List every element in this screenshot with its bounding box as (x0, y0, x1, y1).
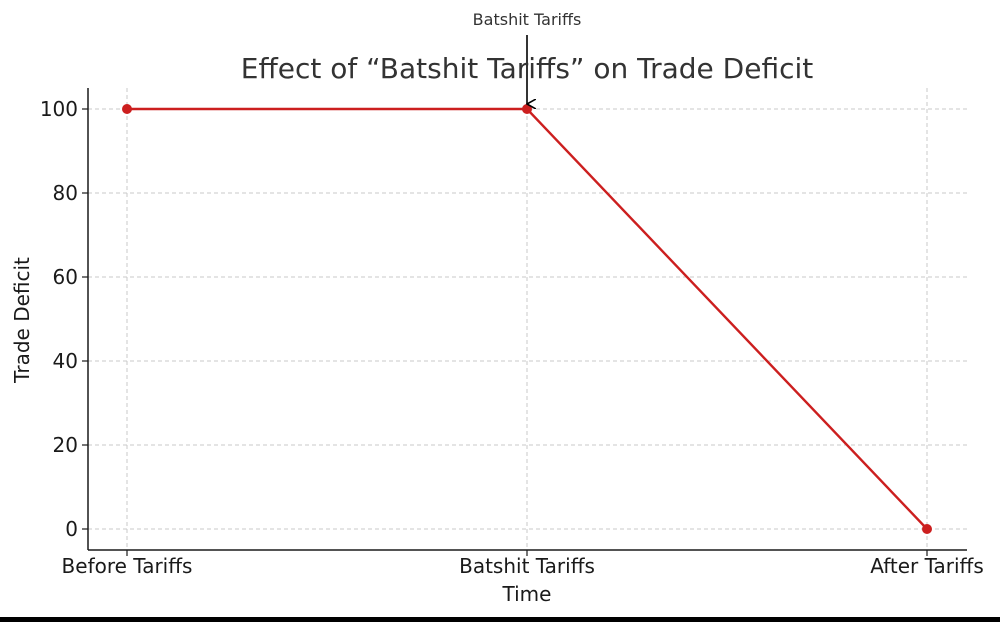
axes (82, 88, 967, 556)
x-tick-label: After Tariffs (870, 554, 984, 578)
bottom-border (0, 617, 1000, 622)
grid (88, 88, 967, 550)
y-tick-label: 40 (53, 349, 78, 373)
x-tick-label: Before Tariffs (62, 554, 193, 578)
y-tick-label: 60 (53, 265, 78, 289)
y-tick-label: 80 (53, 181, 78, 205)
y-tick-label: 0 (65, 517, 78, 541)
annotation-label: Batshit Tariffs (473, 10, 582, 29)
y-tick-label: 100 (40, 97, 78, 121)
series-group (122, 35, 932, 534)
y-axis-label: Trade Deficit (10, 257, 34, 384)
y-tick-label: 20 (53, 433, 78, 457)
data-point (122, 104, 132, 114)
data-point (922, 524, 932, 534)
x-axis-label: Time (502, 582, 552, 606)
data-point (522, 104, 532, 114)
chart-labels: Effect of “Batshit Tariffs” on Trade Def… (10, 10, 984, 606)
x-tick-label: Batshit Tariffs (459, 554, 595, 578)
chart-title: Effect of “Batshit Tariffs” on Trade Def… (241, 52, 813, 85)
